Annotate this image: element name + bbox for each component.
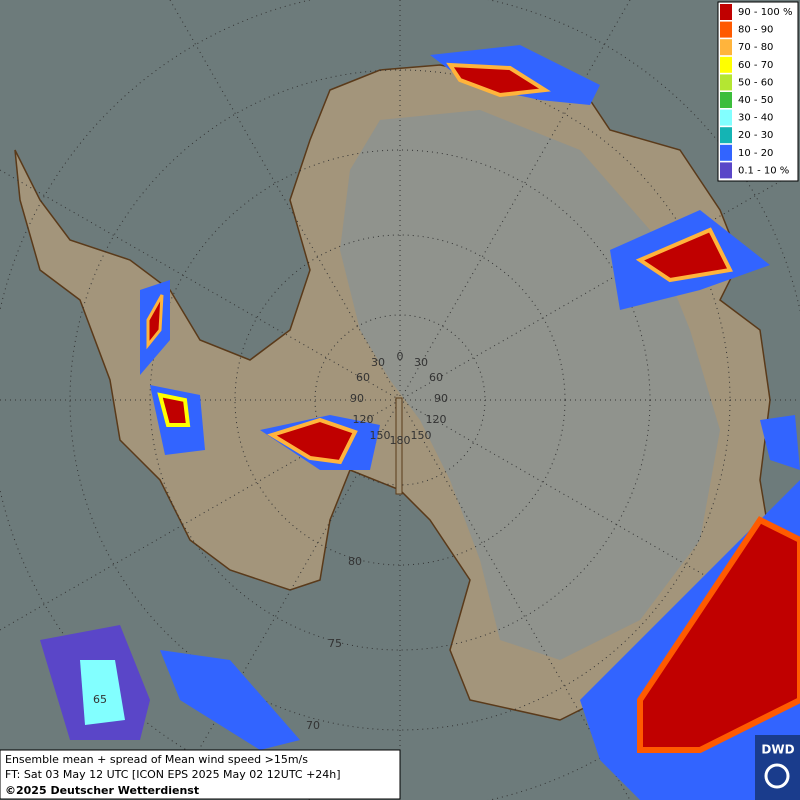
latitude-label: 70 <box>306 719 320 732</box>
wind-area <box>635 227 733 283</box>
wind-area <box>446 62 551 98</box>
footer-line: FT: Sat 03 May 12 UTC [ICON EPS 2025 May… <box>5 768 341 781</box>
longitude-label: 150 <box>370 429 391 442</box>
legend-swatch <box>720 4 732 20</box>
legend-swatch <box>720 39 732 56</box>
wind-area <box>267 417 358 465</box>
footer: Ensemble mean + spread of Mean wind spee… <box>0 749 401 800</box>
longitude-label: 60 <box>356 371 370 384</box>
legend-swatch <box>720 162 732 179</box>
wind-area <box>160 650 300 750</box>
legend-label: 20 - 30 <box>738 130 773 141</box>
longitude-label: 150 <box>411 429 432 442</box>
legend-label: 30 - 40 <box>738 113 773 124</box>
ice-shelf-strip <box>395 397 403 495</box>
legend-label: 80 - 90 <box>738 25 773 36</box>
legend-label: 70 - 80 <box>738 42 773 53</box>
wind-area <box>157 392 191 427</box>
legend-swatch <box>720 92 732 108</box>
legend-label: 60 - 70 <box>738 60 773 71</box>
legend: 90 - 100 % 80 - 90 70 - 80 60 - 70 50 - 60 40… <box>717 1 799 182</box>
legend-swatch <box>720 109 732 126</box>
wind-area <box>80 660 125 725</box>
longitude-label: 120 <box>353 413 374 426</box>
longitude-label: 120 <box>426 413 447 426</box>
legend-swatch <box>720 74 732 91</box>
wind-area <box>637 516 800 753</box>
legend-swatch <box>720 144 732 161</box>
longitude-label: 30 <box>371 356 385 369</box>
wind-area <box>146 294 164 350</box>
latitude-label: 65 <box>93 693 107 706</box>
logo-text: DWD <box>761 743 794 757</box>
legend-label: 0.1 - 10 % <box>738 165 789 176</box>
longitude-label: 30 <box>414 356 428 369</box>
longitude-label: 90 <box>350 392 364 405</box>
wind-area <box>760 415 800 470</box>
footer-box <box>0 749 401 800</box>
logo: DWD <box>755 735 800 800</box>
legend-label: 90 - 100 % <box>738 7 792 18</box>
logo-box <box>755 735 800 800</box>
wind-areas <box>40 45 800 800</box>
legend-label: 10 - 20 <box>738 148 773 159</box>
footer-line: Ensemble mean + spread of Mean wind spee… <box>5 753 308 766</box>
longitude-label: 180 <box>390 434 411 447</box>
legend-swatch <box>720 21 732 38</box>
longitude-label: 0 <box>397 350 404 363</box>
latitude-label: 75 <box>328 637 342 650</box>
legend-label: 40 - 50 <box>738 95 773 106</box>
footer-line: ©2025 Deutscher Wetterdienst <box>5 784 199 797</box>
longitude-label: 90 <box>434 392 448 405</box>
legend-label: 50 - 60 <box>738 77 773 88</box>
longitude-label: 60 <box>429 371 443 384</box>
legend-swatch <box>720 127 732 144</box>
latitude-label: 80 <box>348 555 362 568</box>
legend-swatch <box>720 56 732 73</box>
logo-icon <box>764 763 790 789</box>
